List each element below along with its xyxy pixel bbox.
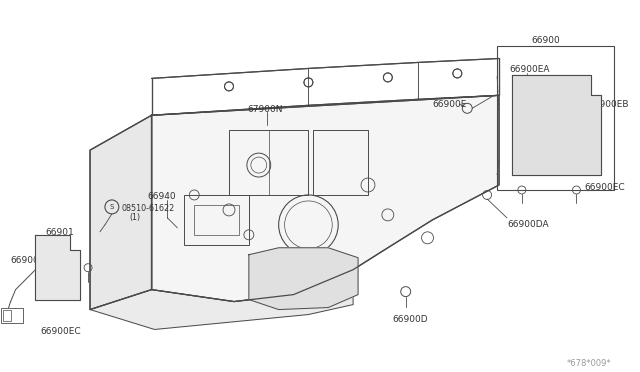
Text: 66900E: 66900E <box>433 100 467 109</box>
Polygon shape <box>90 115 152 310</box>
Bar <box>497 45 614 190</box>
Text: S: S <box>109 204 114 210</box>
Text: 66940: 66940 <box>148 192 176 201</box>
Text: *678*009*: *678*009* <box>566 359 611 368</box>
Text: 08510-61622: 08510-61622 <box>122 204 175 213</box>
Polygon shape <box>152 95 499 302</box>
Text: 67900N: 67900N <box>247 105 282 114</box>
Polygon shape <box>90 270 353 330</box>
Bar <box>184 195 249 245</box>
Bar <box>527 105 572 145</box>
Text: 66900EB: 66900EB <box>588 100 629 109</box>
Text: 66900EC: 66900EC <box>584 183 625 192</box>
Text: 66900DA: 66900DA <box>507 220 548 229</box>
Text: 66900D: 66900D <box>393 314 428 324</box>
Bar <box>1 308 22 324</box>
Text: 66900: 66900 <box>532 36 561 45</box>
Text: 66900EA: 66900EA <box>11 256 51 265</box>
Bar <box>195 205 239 235</box>
Polygon shape <box>35 235 80 299</box>
Polygon shape <box>512 76 601 175</box>
Text: 66900EA: 66900EA <box>509 65 550 74</box>
Bar <box>229 130 308 195</box>
Text: 66901: 66901 <box>45 228 74 237</box>
Text: (1): (1) <box>130 213 141 222</box>
Text: 66900EC: 66900EC <box>40 327 81 336</box>
Polygon shape <box>249 248 358 310</box>
Bar <box>3 310 11 321</box>
Bar <box>527 105 572 145</box>
Bar <box>314 130 368 195</box>
